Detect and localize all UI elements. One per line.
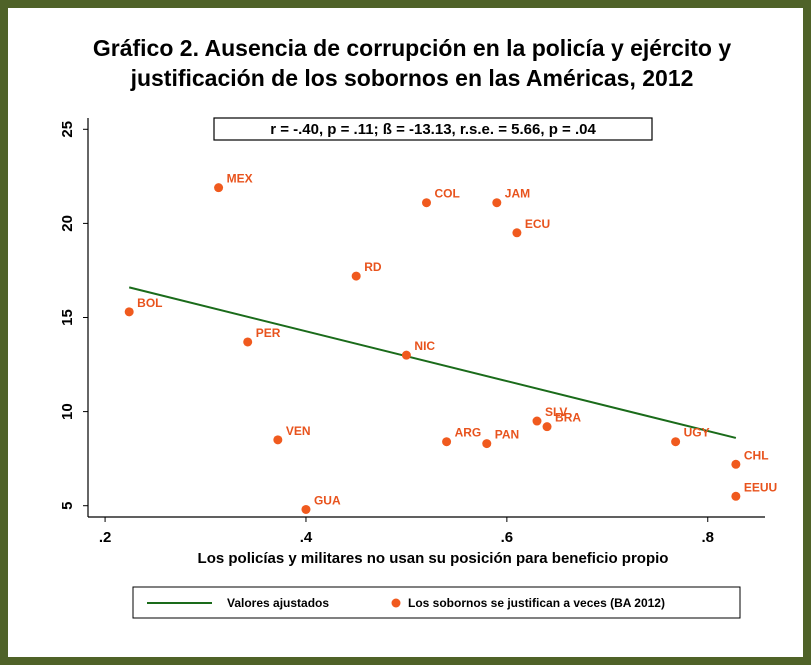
point-label: VEN: [286, 424, 311, 438]
point: [301, 504, 311, 514]
annotation: r = -.40, p = .11; ß = -13.13, r.s.e. = …: [270, 121, 596, 138]
legend-box: [132, 586, 741, 619]
y-tick-label: 25: [59, 121, 76, 138]
point: [243, 337, 253, 347]
point: [482, 439, 492, 449]
point: [214, 183, 224, 193]
point: [671, 437, 681, 447]
point-label: BOL: [137, 296, 162, 310]
point-label: CHL: [744, 448, 769, 462]
chart-title: Gráfico 2. Ausencia de corrupción en la …: [93, 35, 731, 61]
x-tick-label: .8: [701, 529, 714, 546]
point-label: PER: [256, 326, 281, 340]
point-label: RD: [364, 260, 382, 274]
y-tick-label: 15: [59, 309, 76, 326]
chart-title: justificación de los sobornos en las Amé…: [130, 65, 694, 91]
point: [351, 271, 361, 281]
point: [731, 459, 741, 469]
point-label: NIC: [414, 339, 435, 353]
x-tick-label: .2: [99, 529, 112, 546]
point-label: EEUU: [744, 480, 777, 494]
annotation-box: [213, 117, 653, 141]
legend-swatch: [391, 598, 401, 608]
point: [422, 198, 431, 208]
point-label: GUA: [314, 493, 341, 507]
point-label: SLV: [545, 405, 567, 419]
point-label: PAN: [495, 428, 519, 442]
point-label: ECU: [525, 217, 550, 231]
point-label: MEX: [227, 172, 253, 186]
x-tick-label: .6: [501, 529, 514, 546]
point-label: UGY: [684, 426, 710, 440]
point: [512, 228, 522, 238]
point: [442, 437, 452, 447]
fit-line: [128, 286, 737, 439]
legend-label: Los sobornos se justifican a veces (BA 2…: [408, 596, 665, 610]
point: [532, 416, 542, 426]
x-tick-label: .4: [300, 529, 313, 546]
point: [492, 198, 502, 208]
y-tick-label: 10: [59, 403, 76, 420]
x-axis-label: Los policías y militares no usan su posi…: [198, 550, 669, 567]
point-label: ARG: [455, 426, 482, 440]
point-label: COL: [435, 187, 460, 201]
y-tick-label: 5: [59, 502, 76, 510]
y-tick-label: 20: [59, 215, 76, 232]
point: [731, 491, 741, 501]
legend-label: Valores ajustados: [227, 596, 329, 610]
point: [124, 307, 134, 317]
point: [542, 422, 552, 432]
point-label: BRA: [555, 411, 581, 425]
point: [401, 350, 411, 360]
point-label: JAM: [505, 187, 530, 201]
point: [273, 435, 283, 445]
